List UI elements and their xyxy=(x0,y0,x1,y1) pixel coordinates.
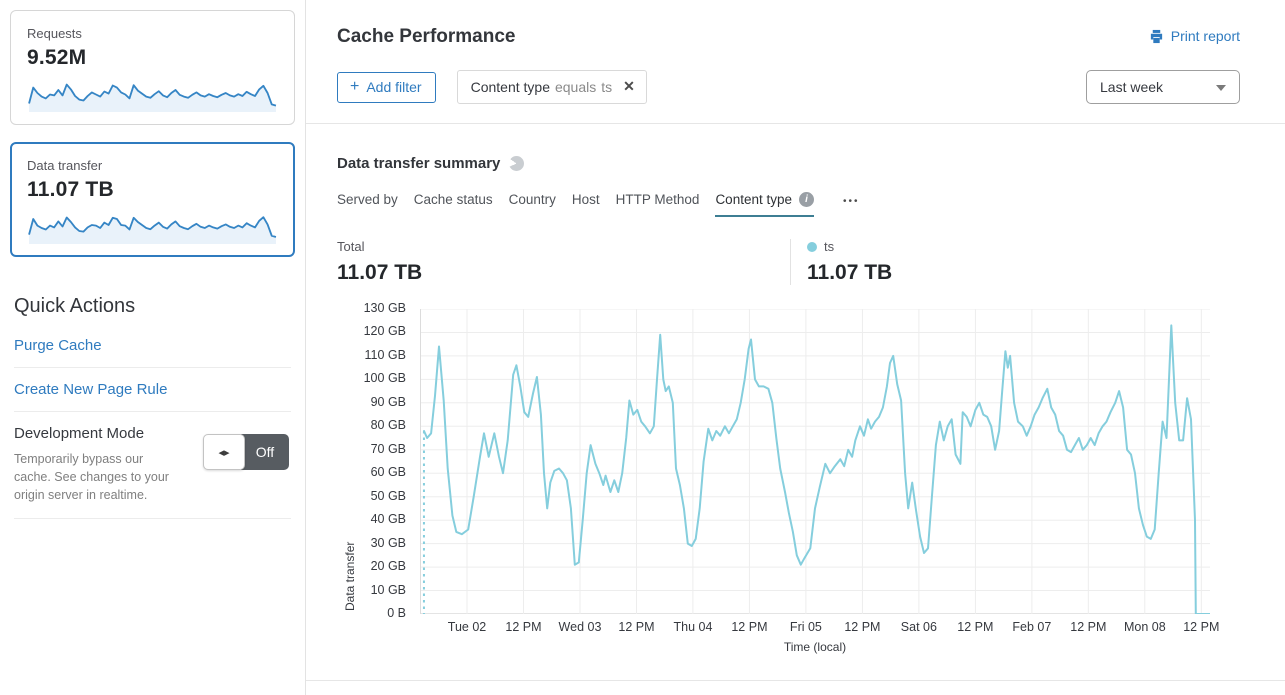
x-tick-label: Feb 07 xyxy=(1012,620,1052,634)
development-mode-title: Development Mode xyxy=(14,425,145,442)
x-tick-label: 12 PM xyxy=(844,620,881,634)
y-tick-label: 70 GB xyxy=(370,441,406,456)
y-tick-label: 20 GB xyxy=(370,559,406,574)
filter-chip-operator: equals xyxy=(554,78,597,95)
x-tick-label: Tue 02 xyxy=(447,620,487,634)
time-range-select[interactable]: Last week xyxy=(1086,70,1240,104)
y-tick-label: 0 B xyxy=(387,606,406,620)
filter-chip-content-type[interactable]: Content type equals ts ✕ xyxy=(456,70,647,104)
y-tick-label: 60 GB xyxy=(370,465,406,480)
tab-content-type[interactable]: Content type i xyxy=(715,192,814,217)
plus-icon: + xyxy=(350,77,360,95)
analytics-sidebar: Requests 9.52M Data transfer 11.07 TB Qu… xyxy=(0,0,306,695)
y-tick-label: 100 GB xyxy=(363,371,406,386)
header-divider xyxy=(306,123,1285,124)
series-legend: ts 11.07 TB xyxy=(807,239,892,285)
page-title: Cache Performance xyxy=(337,26,516,47)
x-tick-label: Mon 08 xyxy=(1123,620,1166,634)
main-panel: Cache Performance Print report + Add fil… xyxy=(306,0,1285,695)
quick-actions-section: Quick Actions Purge Cache Create New Pag… xyxy=(10,295,295,520)
y-tick-label: 50 GB xyxy=(370,488,406,503)
x-tick-label: 12 PM xyxy=(731,620,768,634)
data-transfer-sparkline-chart xyxy=(28,216,277,244)
total-value: 11.07 TB xyxy=(337,261,423,284)
tab-served-by[interactable]: Served by xyxy=(337,192,398,207)
tab-http-method[interactable]: HTTP Method xyxy=(615,192,700,207)
y-tick-label: 10 GB xyxy=(370,582,406,597)
tab-host[interactable]: Host xyxy=(571,192,600,207)
x-tick-label: Fri 05 xyxy=(789,620,822,634)
sparkline-line xyxy=(28,83,277,107)
summary-title: Data transfer summary xyxy=(337,155,501,172)
tab-country[interactable]: Country xyxy=(508,192,556,207)
dimension-tabs: Served by Cache status Country Host HTTP Met… xyxy=(337,192,1285,217)
sparkline-area xyxy=(29,217,276,244)
info-icon[interactable]: i xyxy=(799,192,814,207)
y-tick-label: 120 GB xyxy=(363,324,406,339)
series-value: 11.07 TB xyxy=(807,261,893,284)
y-tick-label: 110 GB xyxy=(364,347,406,362)
sparkline-area xyxy=(29,84,276,112)
print-report-label: Print report xyxy=(1170,28,1240,44)
y-axis-ticks: 130 GB 120 GB 110 GB 100 GB 90 GB 80 GB 70 GB 6… xyxy=(306,301,406,620)
printer-icon xyxy=(1150,29,1162,43)
development-mode-description: Temporarily bypass our cache. See change… xyxy=(14,452,169,503)
quick-actions-title: Quick Actions xyxy=(14,295,136,317)
tab-cache-status[interactable]: Cache status xyxy=(413,192,493,207)
x-axis-ticks: Tue 02 12 PM Wed 03 12 PM Thu 04 12 PM Fri 05 1… xyxy=(420,620,1220,636)
data-transfer-card-label: Data transfer xyxy=(27,158,103,173)
series-dot-icon xyxy=(807,241,817,252)
close-icon[interactable]: ✕ xyxy=(623,78,635,94)
total-label: Total xyxy=(337,239,365,254)
purge-cache-link[interactable]: Purge Cache xyxy=(14,324,291,368)
y-tick-label: 130 GB xyxy=(363,301,406,315)
filter-chip-field: Content type xyxy=(470,78,550,95)
y-tick-label: 40 GB xyxy=(370,512,406,527)
requests-sparkline-chart xyxy=(28,83,277,112)
pie-chart-icon xyxy=(509,156,525,171)
data-transfer-metric-card[interactable]: Data transfer 11.07 TB xyxy=(10,142,295,257)
add-filter-label: Add filter xyxy=(366,78,422,95)
x-tick-label: 12 PM xyxy=(957,620,994,634)
development-mode-block: Development Mode Temporarily bypass our … xyxy=(14,412,291,520)
data-transfer-chart: Data transfer 130 GB 120 GB 110 GB 100 GB 90… xyxy=(306,301,1285,660)
more-tabs-button[interactable]: ••• xyxy=(843,196,860,207)
sparkline-line xyxy=(28,216,277,238)
create-page-rule-link[interactable]: Create New Page Rule xyxy=(14,368,291,412)
add-filter-button[interactable]: + Add filter xyxy=(337,71,436,103)
development-mode-toggle[interactable]: ◂▸ Off xyxy=(203,434,289,470)
data-transfer-card-value: 11.07 TB xyxy=(27,178,114,201)
time-range-value: Last week xyxy=(1100,79,1164,95)
x-tick-label: 12 PM xyxy=(505,620,542,634)
totals-divider xyxy=(790,239,791,285)
bottom-divider xyxy=(306,680,1285,681)
line-chart-plot xyxy=(420,309,1210,614)
y-tick-label: 90 GB xyxy=(370,394,406,409)
requests-card-label: Requests xyxy=(27,26,82,41)
x-tick-label: 12 PM xyxy=(1070,620,1107,634)
y-tick-label: 80 GB xyxy=(370,418,406,433)
data-series-line xyxy=(423,324,1210,614)
y-tick-label: 30 GB xyxy=(370,535,406,550)
filter-chip-value: ts xyxy=(601,78,613,95)
caret-down-icon xyxy=(1216,85,1226,91)
requests-metric-card[interactable]: Requests 9.52M xyxy=(10,10,295,125)
toggle-arrows-icon: ◂▸ xyxy=(203,434,245,470)
x-tick-label: Sat 06 xyxy=(900,620,937,634)
toggle-off-label: Off xyxy=(241,434,289,470)
print-report-link[interactable]: Print report xyxy=(1149,28,1240,44)
x-tick-label: Thu 04 xyxy=(673,620,713,634)
totals-row: Total 11.07 TB ts 11.07 TB xyxy=(337,239,1285,285)
series-name: ts xyxy=(824,239,835,254)
x-tick-label: 12 PM xyxy=(618,620,655,634)
x-tick-label: Wed 03 xyxy=(558,620,602,634)
x-axis-label: Time (local) xyxy=(783,640,847,654)
requests-card-value: 9.52M xyxy=(27,46,87,69)
x-tick-label: 12 PM xyxy=(1183,620,1220,634)
